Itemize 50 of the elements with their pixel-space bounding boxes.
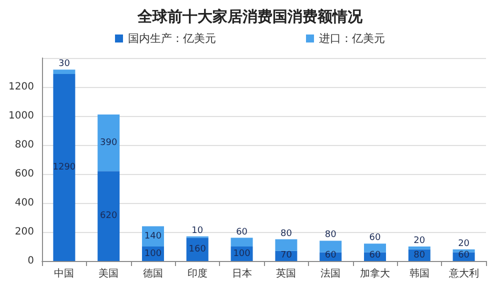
data-label: 390 xyxy=(100,138,118,148)
data-label: 1290 xyxy=(52,162,76,172)
data-label: 20 xyxy=(458,238,470,249)
x-tick-label: 韩国 xyxy=(409,268,430,280)
chart-title: 全球前十大家居消费国消费额情况 xyxy=(136,8,364,26)
x-tick-label: 英国 xyxy=(276,268,296,280)
data-label: 20 xyxy=(414,236,426,246)
data-label: 60 xyxy=(324,250,337,260)
bar xyxy=(230,238,253,246)
bar xyxy=(98,171,120,261)
bar xyxy=(98,114,120,172)
bar xyxy=(408,246,430,250)
data-label: 60 xyxy=(236,227,248,238)
data-label: 60 xyxy=(369,250,381,260)
y-tick-label: 0 xyxy=(28,256,34,266)
data-label: 60 xyxy=(458,250,470,260)
data-label: 140 xyxy=(144,231,162,242)
data-label: 80 xyxy=(280,228,292,239)
bar xyxy=(53,74,76,261)
x-tick-label: 法国 xyxy=(320,268,341,280)
data-label: 70 xyxy=(280,250,292,260)
x-tick-label: 美国 xyxy=(98,268,119,280)
y-tick-label: 1200 xyxy=(8,82,34,92)
bar xyxy=(53,70,76,74)
data-label: 80 xyxy=(414,250,426,260)
y-tick-label: 200 xyxy=(14,226,34,238)
legend-label: 进口：亿美元 xyxy=(319,32,385,45)
legend-label: 国内生产：亿美元 xyxy=(128,32,216,45)
x-tick-label: 日本 xyxy=(232,268,252,280)
x-tick-label: 加拿大 xyxy=(360,268,390,280)
x-tick-label: 意大利 xyxy=(448,268,479,280)
x-tick-label: 德国 xyxy=(143,268,163,280)
y-tick-label: 600 xyxy=(14,168,34,180)
y-tick-label: 1000 xyxy=(8,110,34,122)
y-tick-label: 800 xyxy=(14,140,34,150)
data-label: 100 xyxy=(144,248,162,259)
bar xyxy=(142,226,164,246)
data-label: 620 xyxy=(100,211,118,222)
data-label: 30 xyxy=(58,59,70,70)
data-label: 160 xyxy=(188,244,206,254)
y-tick-label: 400 xyxy=(14,198,34,208)
bar xyxy=(364,244,386,252)
data-label: 100 xyxy=(233,248,251,259)
data-label: 10 xyxy=(192,226,204,236)
data-label: 80 xyxy=(324,230,337,240)
data-label: 60 xyxy=(369,233,381,244)
x-tick-label: 印度 xyxy=(187,268,208,280)
bar xyxy=(275,239,298,251)
x-tick-label: 中国 xyxy=(54,268,74,280)
bar xyxy=(320,240,342,252)
